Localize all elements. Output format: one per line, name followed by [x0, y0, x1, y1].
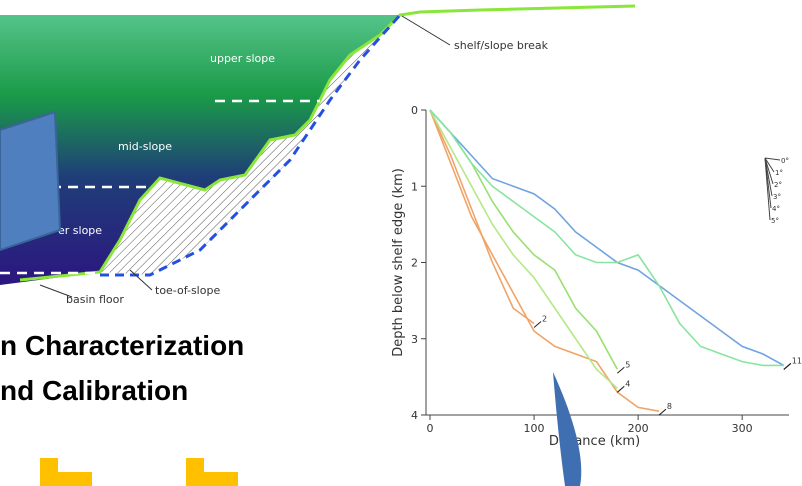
angle-label: 5° [771, 217, 779, 225]
y-tick-label: 4 [411, 409, 418, 422]
series-line [430, 110, 617, 388]
label-leader [534, 322, 541, 328]
series-line [430, 110, 534, 324]
label: basin floor [66, 293, 124, 306]
y-axis-label: Depth below shelf edge (km) [391, 168, 406, 357]
label-leader [617, 386, 624, 392]
zone-label: mid-slope [118, 140, 172, 153]
angle-label: 0° [781, 157, 789, 165]
angle-label: 4° [772, 205, 780, 213]
label-leader [784, 363, 791, 369]
slide: upper slope mid-slope er slope basin flo… [0, 0, 802, 486]
series-label: 8 [667, 402, 672, 411]
x-tick-label: 0 [427, 422, 434, 435]
series-label: 4 [625, 379, 630, 388]
angle-label: 1° [775, 169, 783, 177]
page: upper slope mid-slope er slope basin flo… [0, 0, 802, 486]
y-tick-label: 1 [411, 180, 418, 193]
drop-shape [553, 372, 581, 486]
y-tick-label: 2 [411, 257, 418, 270]
series-line [430, 110, 617, 369]
slide-title: n Characterization [0, 330, 244, 361]
y-tick-label: 3 [411, 333, 418, 346]
label: shelf/slope break [454, 39, 549, 52]
zone-label: er slope [58, 224, 102, 237]
label-leader [617, 367, 624, 373]
diagram: upper slope mid-slope er slope basin flo… [0, 6, 635, 306]
leader [402, 16, 450, 45]
angle-label: 2° [774, 181, 782, 189]
arrow-shape [0, 112, 60, 250]
series-label: 5 [625, 360, 630, 369]
angle-label: 3° [773, 193, 781, 201]
icons [40, 458, 238, 486]
x-tick-label: 100 [524, 422, 545, 435]
series-label: 2 [542, 315, 547, 324]
slide-title: nd Calibration [0, 375, 188, 406]
y-tick-label: 0 [411, 104, 418, 117]
label: toe-of-slope [155, 284, 220, 297]
x-tick-label: 300 [732, 422, 753, 435]
angle-line [765, 158, 780, 160]
series-label: 11 [792, 356, 802, 365]
label-leader [659, 409, 666, 415]
zone-label: upper slope [210, 52, 275, 65]
